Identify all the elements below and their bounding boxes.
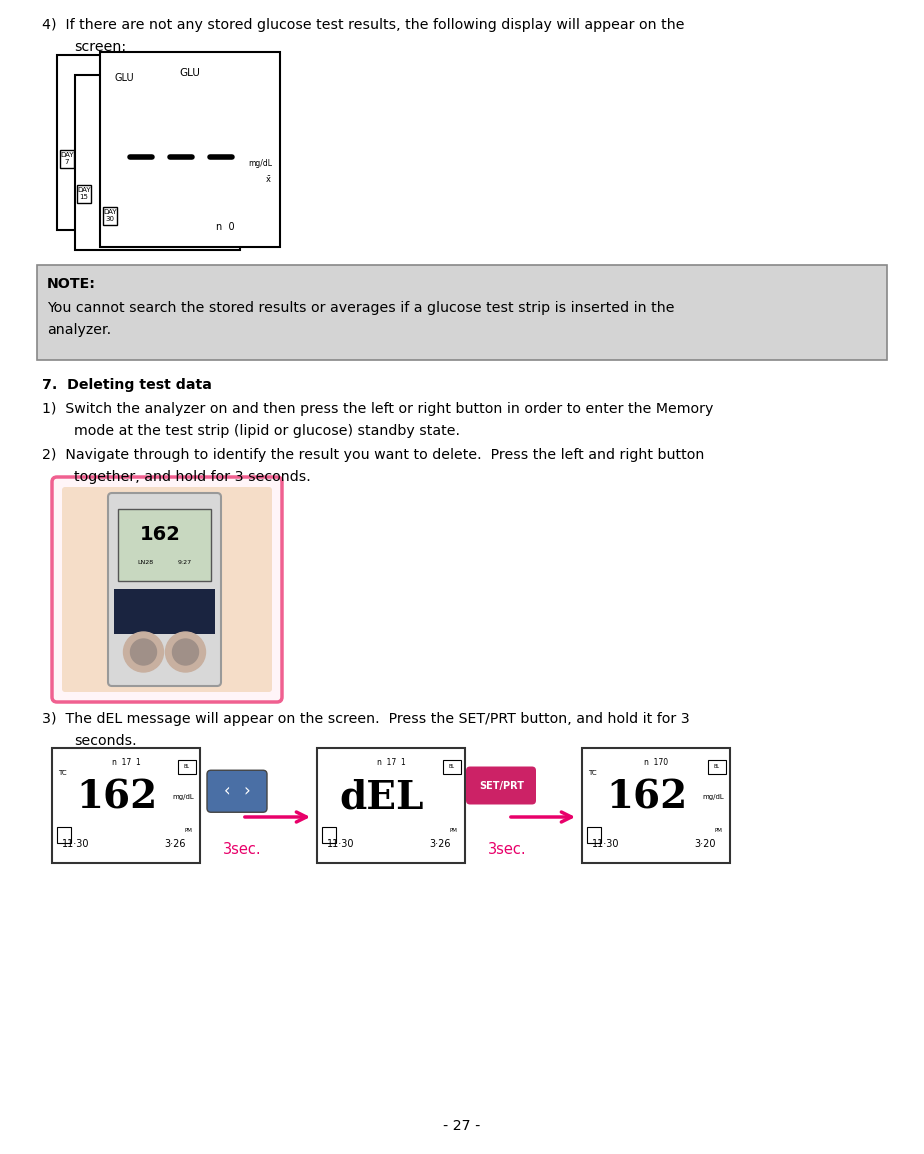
Text: BL: BL xyxy=(184,764,190,770)
Text: DAY
30: DAY 30 xyxy=(103,209,116,222)
Text: 3·20: 3·20 xyxy=(695,839,716,849)
Text: n  170: n 170 xyxy=(644,758,668,767)
Bar xyxy=(582,748,730,863)
Text: 3sec.: 3sec. xyxy=(488,841,527,856)
Text: PM: PM xyxy=(449,829,457,833)
Text: n  17  1: n 17 1 xyxy=(112,758,140,767)
Text: dEL: dEL xyxy=(340,779,424,816)
Text: 162: 162 xyxy=(606,779,687,816)
Text: 3)  The dEL message will appear on the screen.  Press the SET/PRT button, and ho: 3) The dEL message will appear on the sc… xyxy=(42,712,689,726)
Text: 11·30: 11·30 xyxy=(327,839,355,849)
Circle shape xyxy=(130,639,156,665)
Text: 9:27: 9:27 xyxy=(178,561,192,565)
Text: 3sec.: 3sec. xyxy=(223,841,261,856)
Text: 162: 162 xyxy=(140,525,180,544)
Text: $\bar{\rm x}$: $\bar{\rm x}$ xyxy=(265,174,272,186)
Bar xyxy=(37,265,887,360)
Text: PM: PM xyxy=(714,829,722,833)
Bar xyxy=(443,760,461,774)
Bar xyxy=(587,827,601,844)
Text: mg/dL: mg/dL xyxy=(702,794,724,801)
Text: You cannot search the stored results or averages if a glucose test strip is inse: You cannot search the stored results or … xyxy=(47,301,675,315)
Bar xyxy=(708,760,726,774)
Text: mg/dL: mg/dL xyxy=(172,794,194,801)
Bar xyxy=(317,748,465,863)
Bar xyxy=(118,509,211,580)
Text: BL: BL xyxy=(714,764,720,770)
Text: 7.  Deleting test data: 7. Deleting test data xyxy=(42,379,212,392)
Text: BL: BL xyxy=(449,764,455,770)
Circle shape xyxy=(173,639,199,665)
Text: DAY
7: DAY 7 xyxy=(60,152,74,165)
Bar xyxy=(60,150,74,168)
Text: n  17  1: n 17 1 xyxy=(377,758,406,767)
Text: PM: PM xyxy=(184,829,192,833)
Text: mode at the test strip (lipid or glucose) standby state.: mode at the test strip (lipid or glucose… xyxy=(74,424,460,439)
Text: - 27 -: - 27 - xyxy=(444,1119,480,1133)
Text: 1)  Switch the analyzer on and then press the left or right button in order to e: 1) Switch the analyzer on and then press… xyxy=(42,402,713,415)
Bar xyxy=(57,827,71,844)
Text: screen:: screen: xyxy=(74,40,126,54)
Text: 4)  If there are not any stored glucose test results, the following display will: 4) If there are not any stored glucose t… xyxy=(42,18,685,32)
Text: NOTE:: NOTE: xyxy=(47,277,96,291)
Bar xyxy=(114,589,215,634)
FancyBboxPatch shape xyxy=(108,493,221,685)
Text: DAY
15: DAY 15 xyxy=(78,187,91,200)
Circle shape xyxy=(124,632,164,672)
FancyBboxPatch shape xyxy=(52,477,282,702)
Text: seconds.: seconds. xyxy=(74,734,137,748)
Bar xyxy=(57,55,212,230)
Bar xyxy=(75,75,240,250)
Text: SET/PRT: SET/PRT xyxy=(480,780,525,790)
Text: analyzer.: analyzer. xyxy=(47,323,111,337)
Text: 3·26: 3·26 xyxy=(164,839,186,849)
Circle shape xyxy=(165,632,205,672)
Text: mg/dL: mg/dL xyxy=(248,159,272,168)
Text: 11·30: 11·30 xyxy=(62,839,90,849)
Text: 162: 162 xyxy=(77,779,158,816)
Text: TC: TC xyxy=(588,770,597,775)
Bar xyxy=(103,207,117,225)
Text: 2)  Navigate through to identify the result you want to delete.  Press the left : 2) Navigate through to identify the resu… xyxy=(42,448,704,462)
Bar xyxy=(52,748,200,863)
Text: ‹: ‹ xyxy=(224,782,230,800)
FancyBboxPatch shape xyxy=(466,766,536,804)
FancyBboxPatch shape xyxy=(207,770,267,812)
FancyBboxPatch shape xyxy=(62,487,272,692)
Text: GLU: GLU xyxy=(179,68,201,78)
Text: TC: TC xyxy=(58,770,67,775)
Text: LN28: LN28 xyxy=(138,561,154,565)
Text: n  0: n 0 xyxy=(215,222,235,232)
Bar xyxy=(322,827,336,844)
Text: 11·30: 11·30 xyxy=(592,839,620,849)
Bar xyxy=(178,760,196,774)
Text: GLU: GLU xyxy=(115,73,134,83)
Text: together, and hold for 3 seconds.: together, and hold for 3 seconds. xyxy=(74,470,310,484)
Bar xyxy=(100,52,280,247)
Text: ›: › xyxy=(244,782,250,800)
Bar xyxy=(77,185,91,203)
Text: 3·26: 3·26 xyxy=(430,839,451,849)
